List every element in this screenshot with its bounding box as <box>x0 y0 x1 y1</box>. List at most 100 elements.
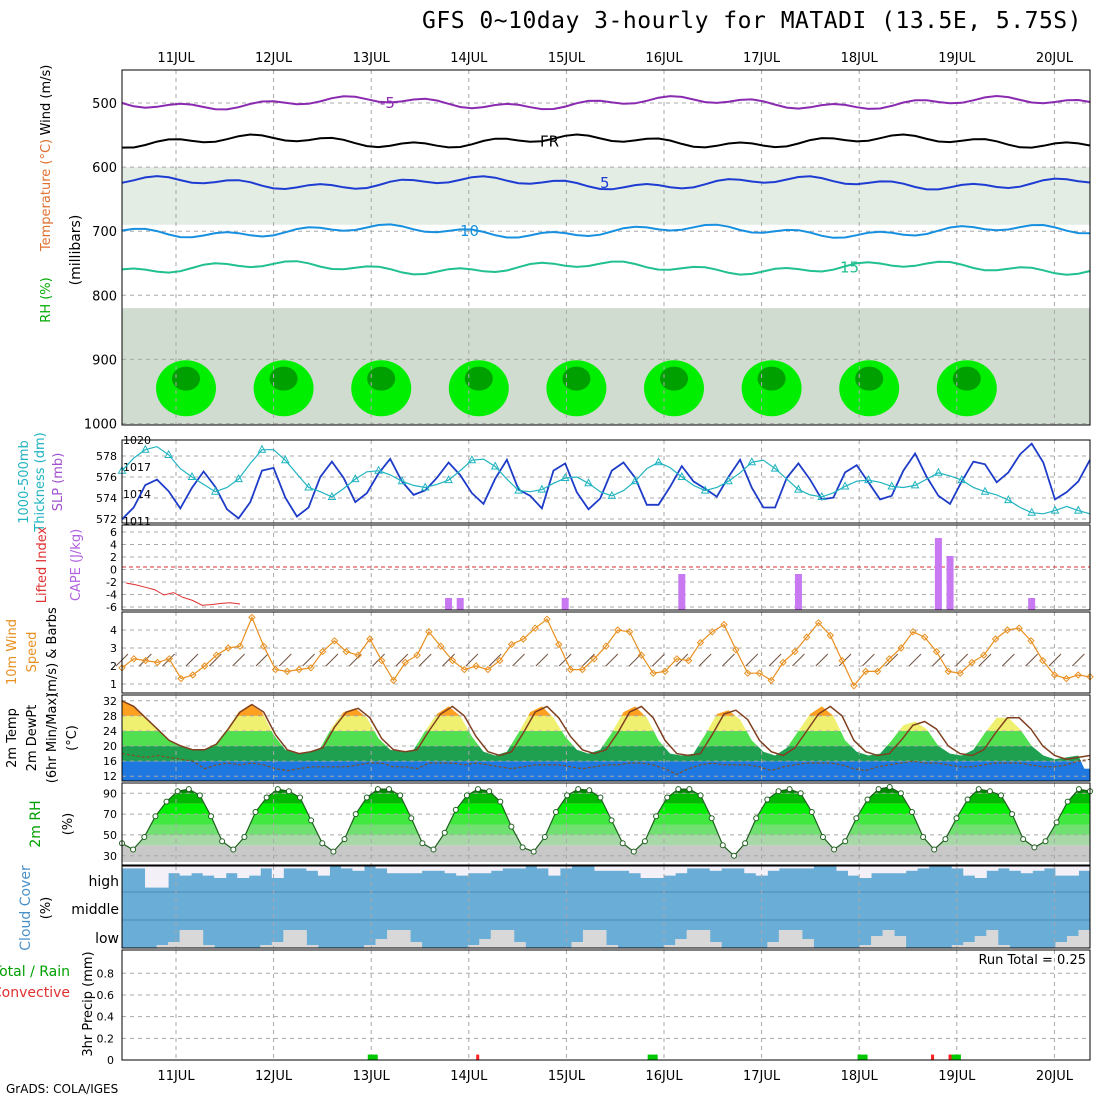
cloud-low-bar <box>479 939 492 948</box>
y-tick-label-thickness: 574 <box>96 492 117 505</box>
cloud-high-gap <box>410 866 423 874</box>
rh-marker <box>130 846 137 853</box>
rh-marker <box>163 798 170 805</box>
y-tick-label-wind: 3 <box>110 642 117 655</box>
temp-axis-label-3: (6hr Min/Max) <box>45 693 60 783</box>
cloud-high-gap <box>767 866 780 871</box>
thickness-marker <box>397 476 407 485</box>
wind-barb <box>652 653 665 667</box>
cloud-low-bar <box>951 945 964 948</box>
thickness-marker <box>584 478 593 487</box>
cloud-high-gap <box>145 866 158 888</box>
cloud-high-gap <box>744 866 757 874</box>
temp-axis-label-4: (°C) <box>65 725 80 751</box>
wind-speed-marker <box>826 631 835 640</box>
wind-barb <box>442 653 455 667</box>
rh-marker <box>998 792 1004 799</box>
y-tick-label-wind: 1 <box>110 678 117 691</box>
rh-marker <box>708 815 715 822</box>
thickness-marker <box>210 486 220 495</box>
cloud-high-gap <box>1032 866 1045 871</box>
thickness-marker <box>374 465 383 474</box>
rh-marker <box>586 787 593 794</box>
chart-title: GFS 0~10day 3-hourly for MATADI (13.5E, … <box>422 8 1082 34</box>
thickness-marker <box>724 476 733 485</box>
thickness-marker <box>420 482 430 491</box>
cloud-high-gap <box>686 866 699 869</box>
wind-barb <box>1025 653 1039 667</box>
isotherm-line <box>121 133 1091 149</box>
wind-speed-marker <box>637 651 646 659</box>
wind-speed-marker <box>318 647 327 656</box>
rh-marker <box>252 809 259 815</box>
millibars-axis-label: (millibars) <box>68 215 84 286</box>
cloud-high-gap <box>294 866 307 869</box>
cloud-low-bar <box>202 945 215 948</box>
cloud-low-bar <box>675 939 688 948</box>
thickness-marker <box>444 475 453 484</box>
wind-barb <box>862 653 875 667</box>
y-tick-label-temp: 12 <box>103 770 117 783</box>
rh-marker <box>820 834 826 840</box>
cloud-high-gap <box>652 866 665 878</box>
wind-barb <box>698 653 712 667</box>
rh-marker <box>742 840 749 847</box>
thickness-marker <box>817 491 827 500</box>
cloud-low-bar <box>663 945 676 948</box>
rh-marker <box>686 786 693 793</box>
cloud-high-gap <box>283 866 296 869</box>
cape-bar <box>456 598 464 610</box>
cloud-high-gap <box>905 866 918 871</box>
cape-bar <box>934 538 942 610</box>
cloud-high-gap <box>168 866 181 874</box>
wind-speed-marker <box>991 635 1000 643</box>
wind-speed-marker <box>236 642 244 650</box>
x-tick-label-top: 14JUL <box>450 51 488 66</box>
wind-speed-marker <box>696 638 705 647</box>
rh-moist-core <box>269 366 298 391</box>
wind-speed-marker <box>130 655 138 663</box>
isotherm-label: 5 <box>600 174 610 192</box>
cloud-low-bar <box>571 942 584 948</box>
rh-marker <box>441 829 448 836</box>
wind-speed-line <box>121 615 1091 687</box>
rh-marker <box>1075 786 1082 793</box>
thickness-marker <box>1074 505 1083 514</box>
cloud-high-gap <box>663 866 676 876</box>
cloud-pct-label: (%) <box>39 897 54 920</box>
rh-marker <box>675 786 682 793</box>
rh-marker <box>897 790 904 797</box>
x-tick-label-bottom: 12JUL <box>255 1069 293 1084</box>
wind-barb <box>1071 653 1085 667</box>
wind-speed-marker <box>437 642 445 650</box>
thickness-marker <box>887 481 897 490</box>
cloud-high-gap <box>836 866 849 871</box>
y-tick-label-rh: 30 <box>103 850 117 863</box>
rh-marker <box>920 834 927 840</box>
wind-speed-marker <box>614 626 622 634</box>
rh-marker <box>530 848 537 855</box>
cloud-high-gap <box>444 866 457 874</box>
rh-marker <box>719 842 726 849</box>
wind-speed-marker <box>873 667 882 676</box>
cloud-high-gap <box>606 866 619 871</box>
thickness-marker <box>257 444 267 453</box>
wind10-axis-label-2: Speed <box>25 632 40 673</box>
precip-total-bar <box>857 1054 868 1060</box>
rh-marker <box>1042 838 1049 845</box>
thickness-marker <box>514 485 523 494</box>
thickness-marker <box>957 475 967 484</box>
rh-shade-mid <box>122 167 1090 225</box>
cloud-high-gap <box>871 866 884 874</box>
wind-speed-marker <box>555 640 563 649</box>
cloud-high-gap <box>513 866 526 869</box>
cloud-high-gap <box>917 866 930 869</box>
cloud-low-label: low <box>95 931 119 947</box>
isotherm-line <box>121 260 1091 276</box>
rh-marker <box>953 815 960 822</box>
thickness-marker <box>187 471 197 480</box>
rh2m-pct-label: (%) <box>61 813 76 836</box>
slp-axis-label: SLP (mb) <box>51 453 66 512</box>
cloud-high-gap <box>306 866 319 871</box>
thickness-marker <box>747 457 757 466</box>
